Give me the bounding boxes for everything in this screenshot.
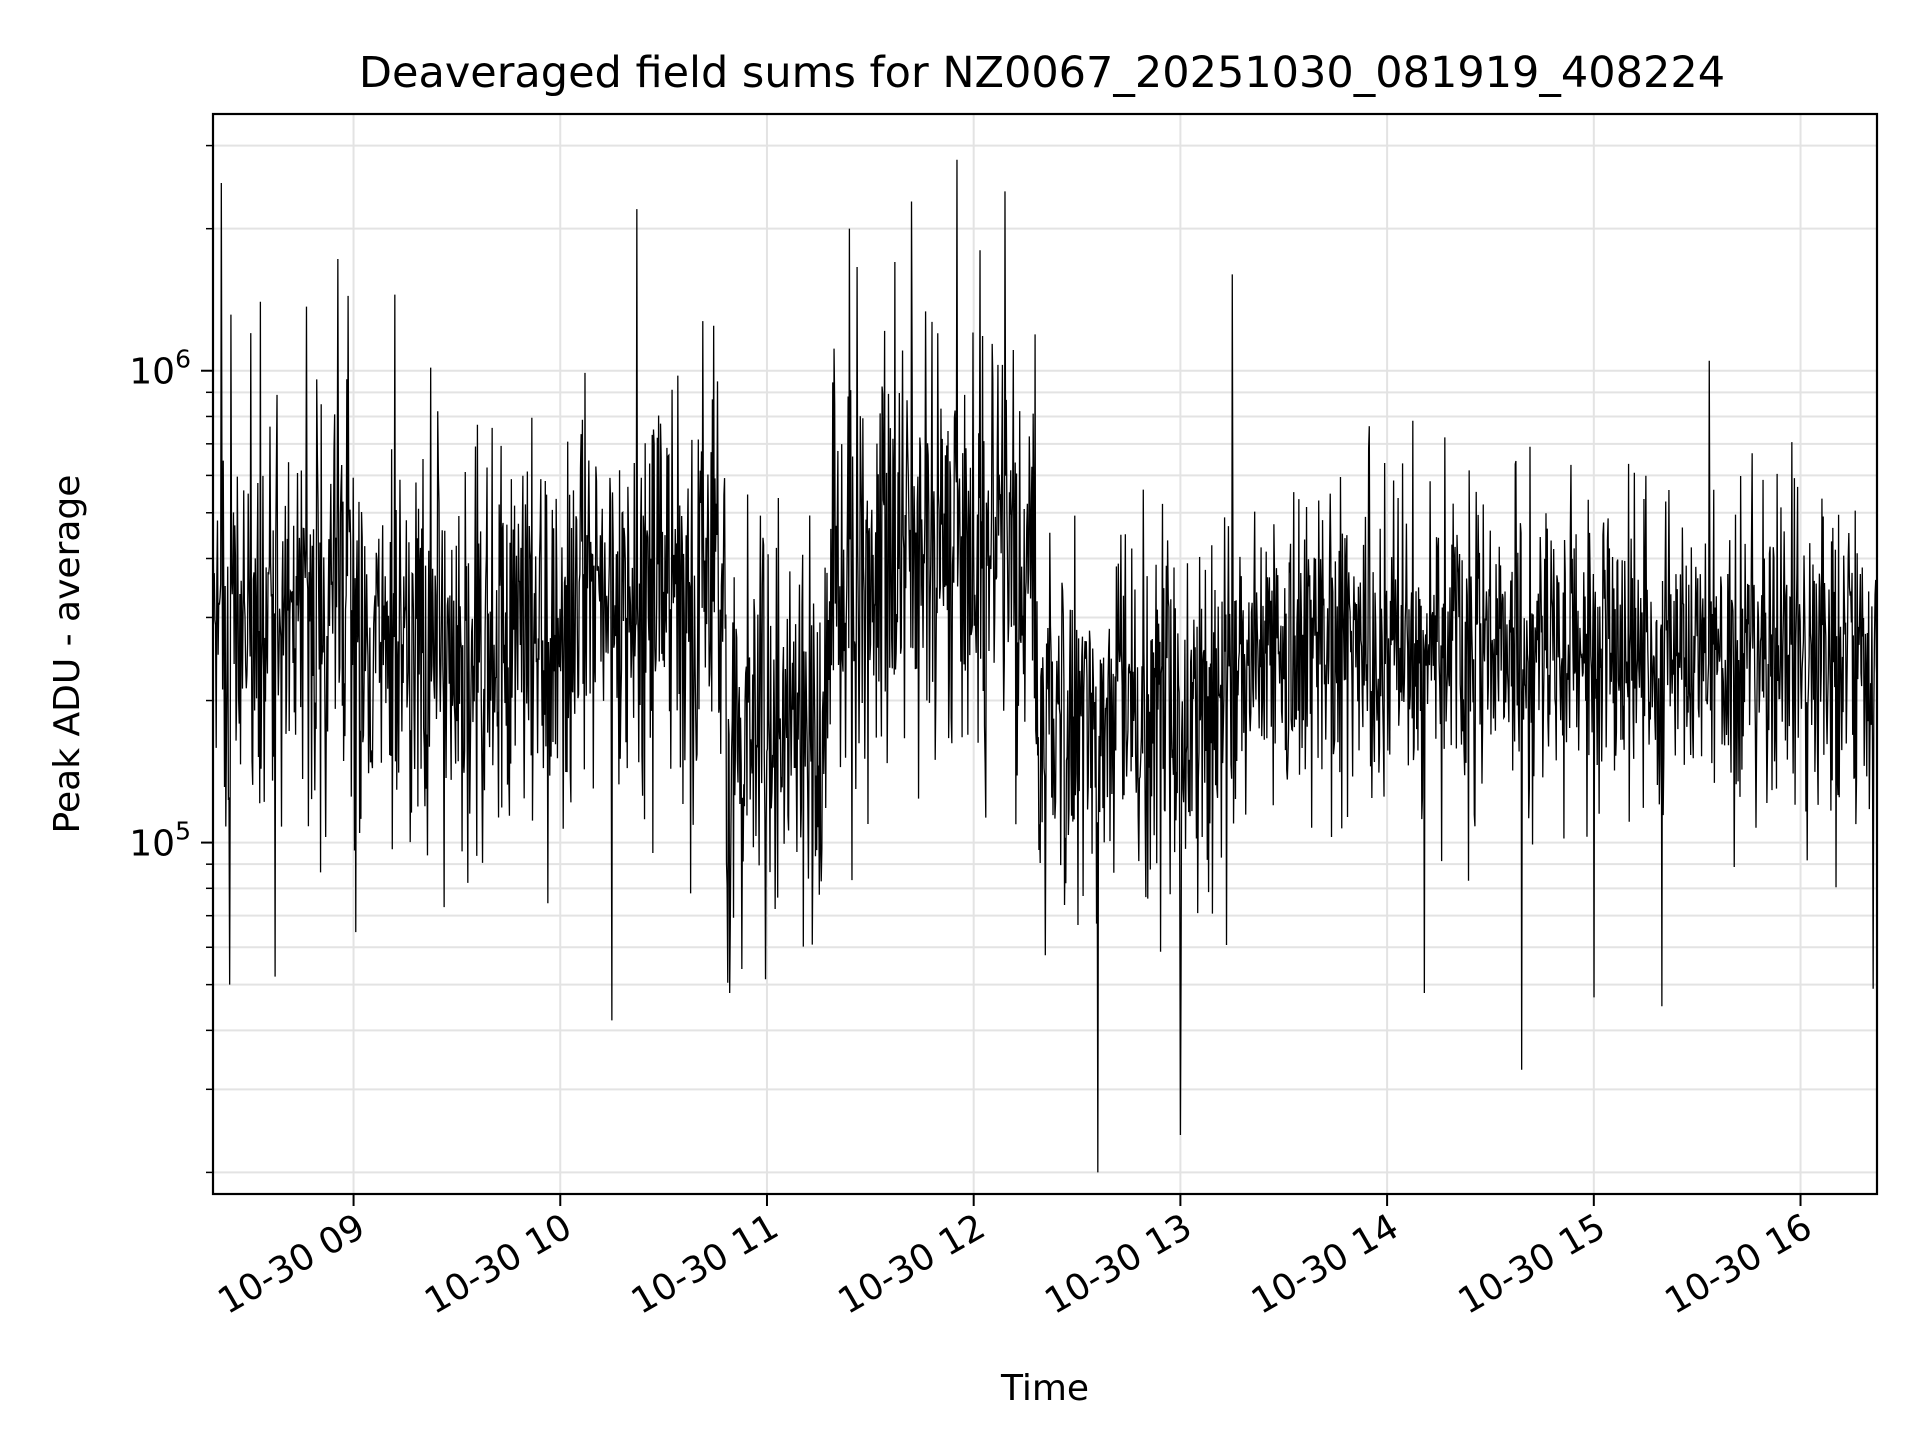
- y-axis: 105 106: [129, 144, 213, 1174]
- chart-title: Deaveraged field sums for NZ0067_2025103…: [359, 48, 1725, 98]
- series-line: [213, 159, 1877, 1173]
- plot-area: [213, 159, 1877, 1173]
- x-axis-label: Time: [1000, 1368, 1089, 1409]
- y-tick-label: 105: [129, 817, 191, 865]
- plot-frame: [211, 112, 1879, 1196]
- y-tick-label: 106: [129, 345, 191, 393]
- y-axis-label: Peak ADU - average: [47, 475, 88, 834]
